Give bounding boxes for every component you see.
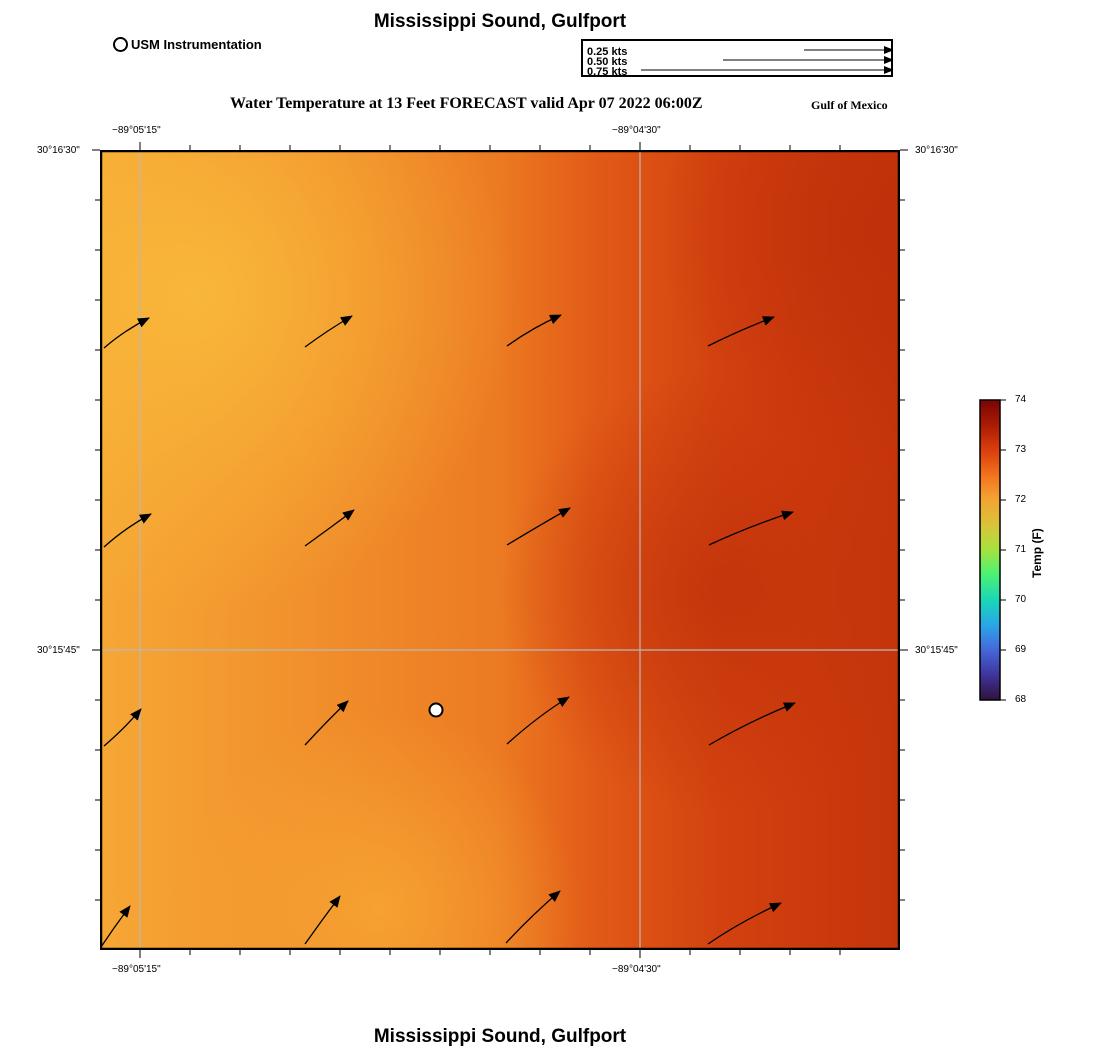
- current-arrow-icon: [707, 902, 782, 945]
- current-arrow-icon: [304, 315, 353, 348]
- lat-tick-label: 30°16'30": [37, 145, 80, 156]
- colorbar-tick-label: 68: [1015, 694, 1027, 705]
- map-subtitle: Water Temperature at 13 Feet FORECAST va…: [230, 95, 703, 112]
- vector-legend-label: 0.75 kts: [587, 66, 628, 78]
- colorbar-tick-label: 71: [1015, 544, 1027, 555]
- colorbar-tick-label: 70: [1015, 594, 1027, 605]
- current-arrow-icon: [506, 314, 562, 347]
- current-arrow-icon: [304, 509, 355, 547]
- map-title-bottom: Mississippi Sound, Gulfport: [373, 1026, 627, 1047]
- region-label: Gulf of Mexico: [811, 98, 888, 112]
- colorbar-label: Temp (F): [1030, 528, 1044, 578]
- lon-tick-label: −89°04'30": [612, 125, 661, 136]
- lon-tick-label: −89°05'15": [112, 125, 161, 136]
- temperature-colorbar: [979, 399, 1006, 701]
- colorbar-tick-label: 73: [1015, 444, 1027, 455]
- lon-tick-label: −89°04'30": [612, 964, 661, 975]
- map-ticks: [92, 142, 908, 958]
- colorbar-tick-label: 69: [1015, 644, 1027, 655]
- map-title-top: Mississippi Sound, Gulfport: [373, 11, 627, 32]
- current-arrow-icon: [304, 700, 349, 746]
- current-arrow-icon: [506, 696, 570, 745]
- usm-station-marker-icon[interactable]: [428, 702, 444, 718]
- station-legend-label: USM Instrumentation: [131, 37, 262, 52]
- current-arrow-icon: [505, 890, 561, 944]
- lon-tick-label: −89°05'15": [112, 964, 161, 975]
- vector-legend-label: 0.25 kts: [587, 46, 628, 58]
- temperature-map[interactable]: [100, 150, 900, 950]
- current-arrow-icon: [103, 513, 152, 548]
- vector-legend-label: 0.50 kts: [587, 56, 628, 68]
- colorbar-tick-label: 74: [1015, 394, 1027, 405]
- vector-scale-legend: 0.25 kts 0.50 kts 0.75 kts: [581, 39, 893, 78]
- colorbar-tick-label: 72: [1015, 494, 1027, 505]
- map-frame: [100, 150, 900, 950]
- lat-tick-label: 30°15'45": [915, 645, 958, 656]
- current-arrow-icon: [708, 702, 796, 746]
- lat-tick-label: 30°15'45": [37, 645, 80, 656]
- current-arrow-icon: [103, 708, 142, 747]
- current-arrow-icon: [707, 316, 775, 347]
- lat-tick-label: 30°16'30": [915, 145, 958, 156]
- current-arrow-icon: [103, 317, 150, 349]
- current-arrow-icon: [100, 905, 131, 948]
- current-arrow-icon: [304, 895, 341, 945]
- current-arrow-icon: [708, 510, 794, 546]
- vector-legend-arrows: [641, 46, 891, 74]
- current-arrow-icon: [506, 507, 571, 546]
- station-legend: USM Instrumentation: [113, 37, 262, 52]
- graticule: [100, 150, 900, 950]
- current-vectors: [100, 314, 796, 948]
- station-marker-icon: [113, 37, 128, 52]
